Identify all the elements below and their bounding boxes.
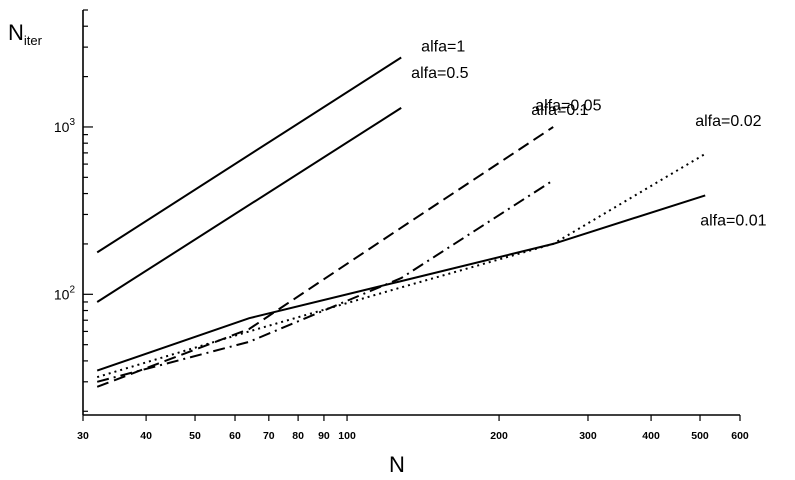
- series-line-alfa-0-1: [96, 126, 554, 388]
- x-ticks: 30 40 50 60 70 80 90 100 200 300 400 500 600: [77, 415, 749, 442]
- x-tick-label: 70: [263, 430, 275, 442]
- y-ticks: 102 103: [54, 9, 93, 412]
- series-label: alfa=0.05: [535, 97, 601, 114]
- series-line-alfa-0-02: [96, 153, 706, 379]
- x-tick-label: 80: [292, 430, 304, 442]
- y-axis-title: Niter: [8, 20, 43, 48]
- x-tick-label: 40: [140, 430, 152, 442]
- x-tick-label: 400: [642, 430, 660, 442]
- series-label: alfa=0.1: [531, 102, 588, 119]
- x-tick-label: 200: [490, 430, 508, 442]
- series-lines: [96, 56, 706, 388]
- y-tick-label: 103: [54, 117, 76, 135]
- series-label: alfa=0.5: [411, 65, 468, 82]
- x-tick-label: 300: [579, 430, 597, 442]
- series-label: alfa=1: [421, 39, 465, 56]
- y-tick-label: 102: [54, 284, 76, 302]
- x-axis-title: N: [389, 452, 405, 477]
- series-line-alfa-1: [96, 56, 402, 254]
- x-tick-label: 60: [229, 430, 241, 442]
- x-tick-label: 30: [77, 430, 89, 442]
- x-tick-label: 90: [318, 430, 330, 442]
- x-tick-label: 50: [189, 430, 201, 442]
- series-line-alfa-0-01: [96, 194, 706, 372]
- x-tick-label: 500: [691, 430, 709, 442]
- series-line-alfa-0-5: [96, 107, 402, 303]
- x-tick-label: 600: [731, 430, 749, 442]
- axes: [82, 10, 740, 416]
- series-label: alfa=0.02: [695, 113, 761, 130]
- series-line-alfa-0-05: [96, 179, 554, 383]
- x-tick-label: 100: [338, 430, 356, 442]
- series-label: alfa=0.01: [700, 212, 766, 229]
